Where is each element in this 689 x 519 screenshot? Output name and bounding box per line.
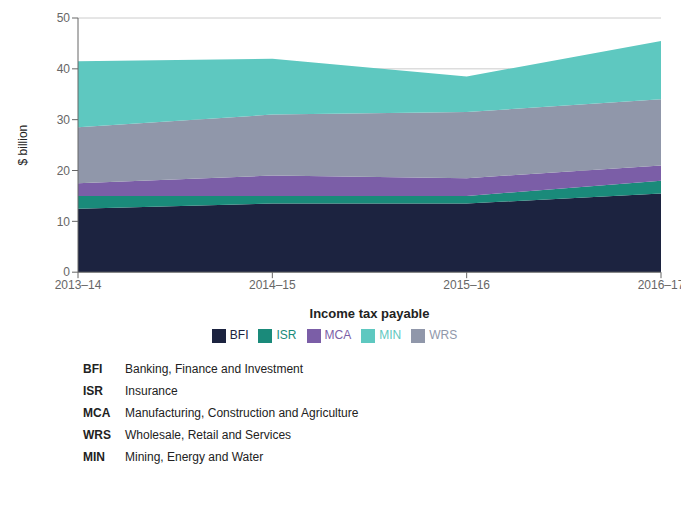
svg-text:10: 10 (57, 215, 71, 229)
html-text:BFI: BFI (83, 362, 103, 376)
html-text:BFI: BFI (229, 328, 249, 343)
svg-text:2013–14: 2013–14 (55, 278, 102, 292)
svg-text:2016–17: 2016–17 (638, 278, 681, 292)
svg-text:40: 40 (57, 62, 71, 76)
svg-text:$ billion: $ billion (16, 125, 30, 166)
html-text:ISR: ISR (276, 328, 297, 343)
svg-text:20: 20 (57, 164, 71, 178)
html-text:MIN: MIN (379, 328, 402, 343)
html-text:Banking, Finance and Investmen: Banking, Finance and Investment (125, 362, 304, 376)
svg-text:2015–16: 2015–16 (443, 278, 490, 292)
html-text:MCA: MCA (83, 406, 111, 420)
html-text:Manufacturing, Construction an: Manufacturing, Construction and Agricult… (125, 406, 359, 420)
html-text:WRS: WRS (83, 428, 111, 442)
svg-text:2014–15: 2014–15 (249, 278, 296, 292)
svg-text:30: 30 (57, 113, 71, 127)
html-text:Mining, Energy and Water: Mining, Energy and Water (125, 450, 264, 464)
svg-text:50: 50 (57, 11, 71, 25)
html-text:MCA: MCA (324, 328, 352, 343)
html-text:Insurance: Insurance (125, 384, 178, 398)
html-text:WRS: WRS (429, 328, 458, 343)
svg-text:Income tax payable: Income tax payable (310, 306, 430, 321)
html-text:ISR: ISR (83, 384, 103, 398)
html-text:MIN: MIN (83, 450, 105, 464)
html-text:Wholesale, Retail and Services: Wholesale, Retail and Services (125, 428, 292, 442)
svg-text:0: 0 (63, 265, 70, 279)
